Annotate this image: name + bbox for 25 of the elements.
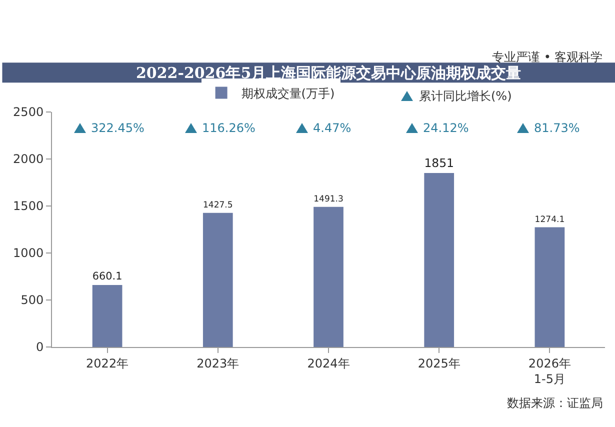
y-tick-label: 1000	[13, 246, 44, 260]
x-tick-label: 2023年	[196, 356, 240, 370]
y-tick-label: 0	[36, 340, 44, 354]
x-tick-label: 2022年	[86, 356, 129, 370]
data-label: 1427.5	[203, 200, 233, 211]
text: 累计同比增长(%)	[419, 89, 512, 103]
annotation: 116.26%	[202, 121, 256, 135]
legend-label: 期权成交量(万手)	[241, 86, 335, 100]
annotation: 322.45%	[91, 121, 144, 135]
y-tick-label: 1500	[13, 199, 44, 214]
y-tick-label: 2500	[13, 105, 44, 120]
annotation: 81.73%	[534, 121, 580, 135]
x-tick-label: 2024年	[307, 356, 350, 370]
data-label: 660.1	[92, 270, 122, 282]
data-label: 1491.3	[314, 194, 344, 205]
data-label: 1851	[424, 156, 454, 170]
data-label: 1274.1	[534, 215, 565, 226]
annotation: 4.47%	[313, 121, 352, 135]
y-tick-label: 500	[20, 293, 44, 308]
x-tick-label: 2026年 1-5月	[528, 356, 571, 386]
source-note: 数据来源：证监局	[507, 396, 603, 410]
text: 专业严谨 • 客观科学	[492, 50, 603, 64]
y-tick-label: 2000	[13, 152, 44, 166]
annotation: 24.12%	[423, 121, 469, 135]
x-tick-label: 2025年	[418, 356, 460, 370]
